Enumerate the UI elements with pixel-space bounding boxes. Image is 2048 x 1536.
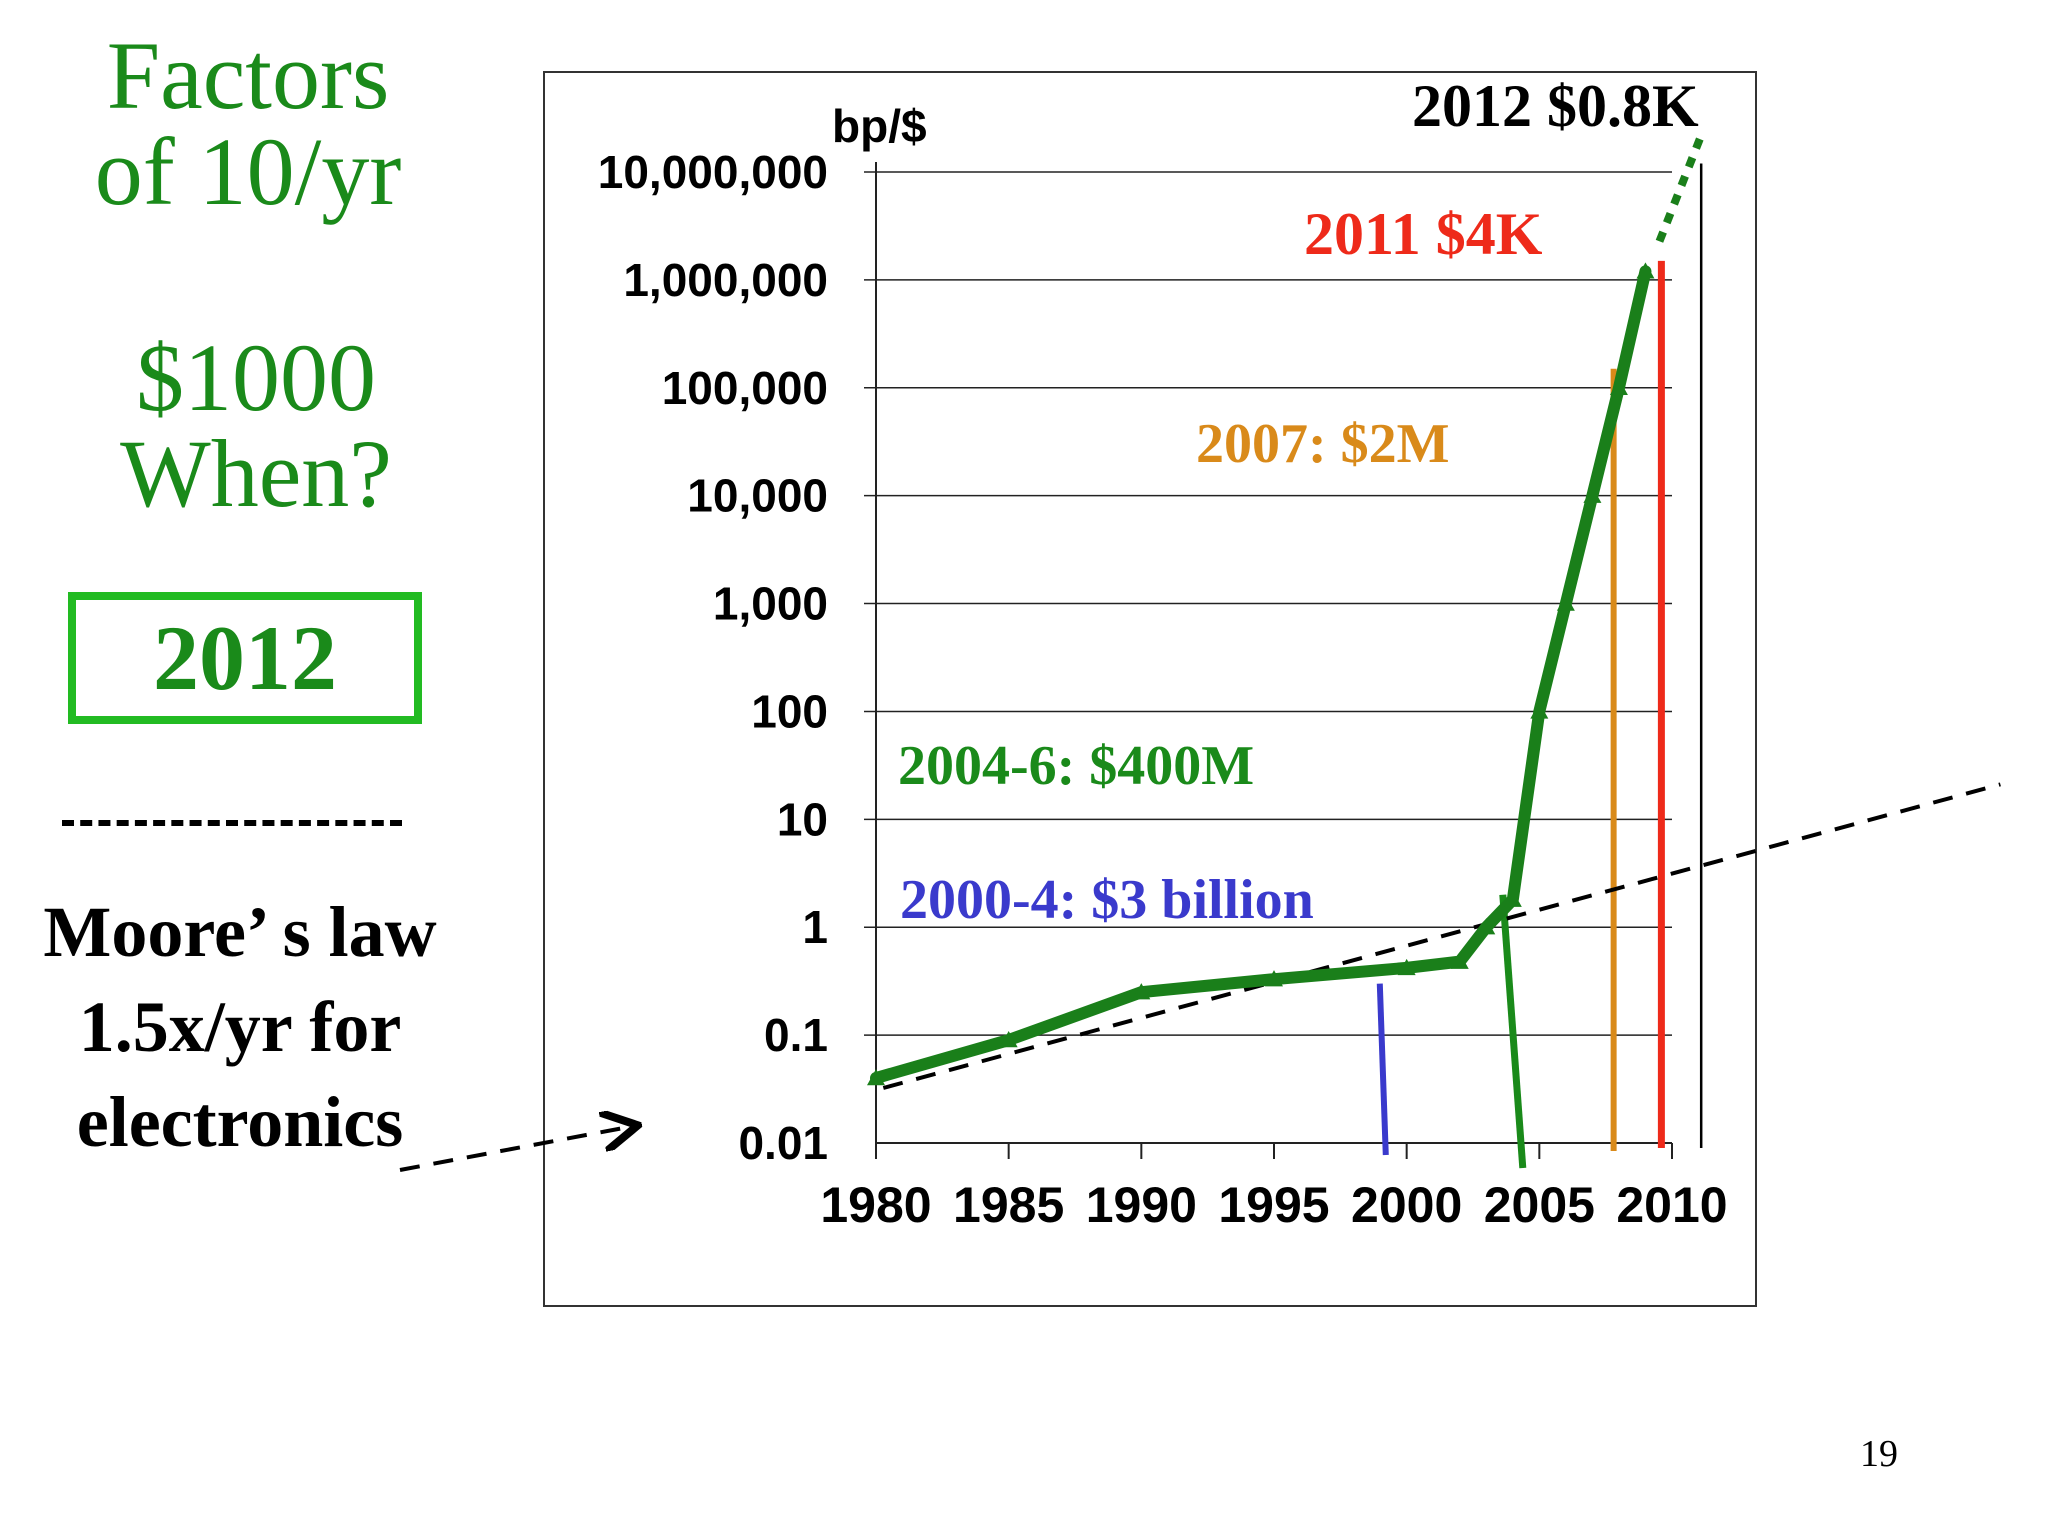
- question-line-2: When?: [120, 420, 392, 527]
- label-layer: bp/$ 0.01 0.1 1 10 100 1,000 10,000 100,000 1,00…: [598, 100, 1728, 1233]
- moore-law-note: Moore’ s law 1.5x/yr for electronics: [0, 885, 480, 1170]
- y-tick-label: 0.1: [764, 1009, 828, 1061]
- x-tick-label: 1990: [1086, 1177, 1197, 1233]
- y-tick-label: 100,000: [662, 362, 828, 414]
- series-layer: [867, 136, 1704, 1086]
- question-line-1: $1000: [136, 324, 376, 431]
- y-tick-label: 10,000: [687, 470, 828, 522]
- cost-annotation: 2000-4: $3 billion: [900, 869, 1314, 931]
- y-tick-label: 100: [751, 685, 828, 737]
- x-tick-label: 1995: [1218, 1177, 1329, 1233]
- grid-layer: [864, 162, 1673, 1159]
- series-point: [1636, 262, 1655, 279]
- cost-annotation: 2007: $2M: [1196, 413, 1450, 475]
- series-point: [999, 1031, 1018, 1048]
- series-point: [1583, 486, 1602, 503]
- moore-line-3: electronics: [76, 1082, 404, 1163]
- series-point: [1477, 918, 1496, 935]
- y-axis-label: bp/$: [832, 100, 927, 152]
- moore-legend-dash: [62, 820, 402, 826]
- moores-law-trend-line: [882, 782, 2001, 1090]
- series-point: [1609, 378, 1628, 395]
- x-tick-label: 2000: [1351, 1177, 1462, 1233]
- cost-annotation: 2004-6: $400M: [898, 735, 1254, 797]
- slide-title: Factors of 10/yr: [0, 28, 500, 220]
- y-tick-label: 10,000,000: [598, 146, 828, 198]
- answer-text: 2012: [153, 607, 337, 709]
- x-tick-label: 1985: [953, 1177, 1064, 1233]
- cost-marker-line: [1376, 983, 1389, 1156]
- series-point: [1265, 970, 1283, 987]
- x-tick-label: 2010: [1616, 1177, 1727, 1233]
- y-tick-label: 1: [802, 901, 828, 953]
- slide-title-text: Factors of 10/yr: [94, 22, 402, 225]
- cost-annotation: 2012 $0.8K: [1412, 73, 1699, 139]
- series-point: [1450, 952, 1469, 969]
- moore-trend-layer: [399, 782, 2001, 1172]
- chart-frame: [543, 71, 1757, 1307]
- answer-box: 2012: [68, 592, 422, 724]
- y-tick-label: 1,000,000: [623, 254, 828, 306]
- series-point: [1132, 983, 1151, 1000]
- y-tick-label: 10: [777, 793, 828, 845]
- moores-law-arrow: [399, 1126, 634, 1172]
- page-number: 19: [1860, 1433, 1898, 1475]
- moore-line-2: 1.5x/yr for: [78, 987, 402, 1068]
- annotation-layer: 2000-4: $3 billion 2004-6: $400M 2007: $2M…: [898, 73, 1699, 931]
- moore-line-1: Moore’ s law: [43, 892, 437, 972]
- series-point: [1530, 702, 1549, 719]
- x-tick-label: 1980: [820, 1177, 931, 1233]
- series-point: [1503, 890, 1522, 907]
- extrapolation-line: [1655, 136, 1704, 243]
- cost-annotation: 2011 $4K: [1304, 201, 1543, 267]
- series-point: [1397, 958, 1416, 976]
- y-tick-label: 1,000: [713, 578, 828, 630]
- series-line: [870, 265, 1652, 1085]
- x-tick-label: 2005: [1484, 1177, 1595, 1233]
- series-point: [1556, 594, 1575, 611]
- question-block: $1000 When?: [0, 330, 512, 522]
- y-tick-label: 0.01: [738, 1117, 828, 1169]
- cost-marker-layer: [1376, 163, 1703, 1169]
- cost-marker-line: [1499, 894, 1527, 1169]
- series-point: [867, 1069, 885, 1086]
